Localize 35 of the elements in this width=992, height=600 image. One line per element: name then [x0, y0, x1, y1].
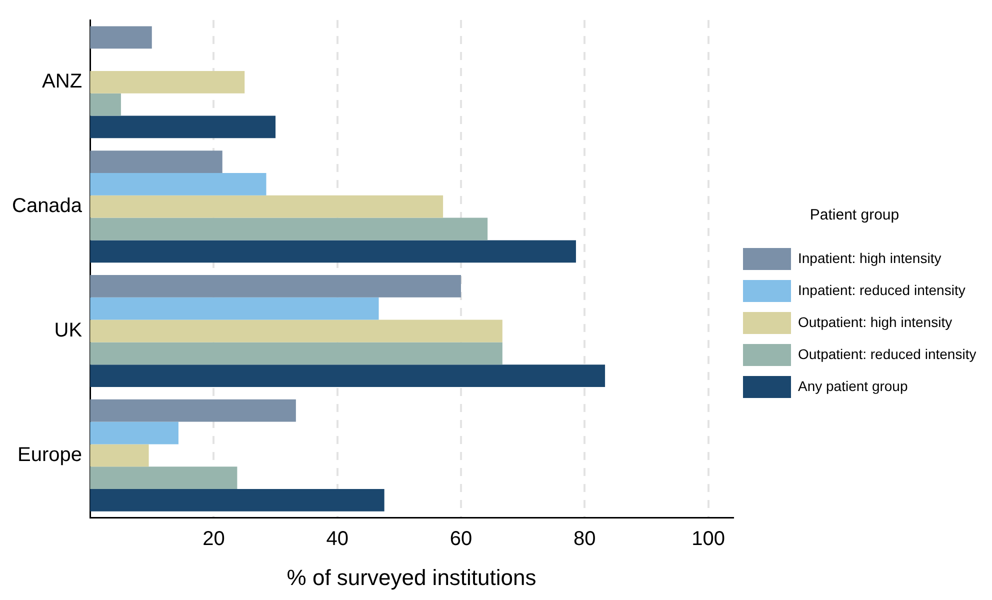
y-tick-label: UK [54, 320, 83, 342]
bar [90, 320, 502, 342]
bar [90, 444, 149, 467]
x-tick-label: 20 [202, 528, 225, 550]
legend-label: Outpatient: reduced intensity [798, 346, 976, 362]
bar [90, 71, 245, 94]
bar [90, 93, 121, 116]
bar [90, 195, 444, 218]
bar [90, 488, 384, 512]
bar [90, 297, 379, 320]
x-tick-label: 40 [326, 528, 348, 550]
bar [90, 466, 238, 489]
x-tick-label: 80 [574, 528, 596, 550]
bar [90, 218, 488, 240]
legend-label: Inpatient: reduced intensity [798, 282, 966, 298]
x-axis-title: % of surveyed institutions [286, 564, 536, 590]
y-tick-label: ANZ [42, 70, 82, 93]
bar [90, 275, 461, 298]
legend-label: Inpatient: high intensity [798, 250, 942, 266]
legend-label: Any patient group [798, 378, 908, 394]
bar [90, 399, 296, 422]
x-tick-label: 100 [692, 528, 725, 550]
y-tick-label: Europe [18, 444, 82, 466]
bar [90, 26, 152, 49]
bar [90, 422, 178, 444]
bar [90, 342, 502, 365]
legend-title: Patient group [810, 206, 900, 224]
bar [90, 150, 222, 174]
bar [90, 116, 276, 138]
x-tick-label: 60 [450, 528, 472, 550]
legend-label: Outpatient: high intensity [798, 314, 952, 330]
bar [90, 240, 576, 263]
bar [90, 364, 606, 387]
bar [90, 173, 266, 196]
y-tick-label: Canada [12, 195, 83, 218]
